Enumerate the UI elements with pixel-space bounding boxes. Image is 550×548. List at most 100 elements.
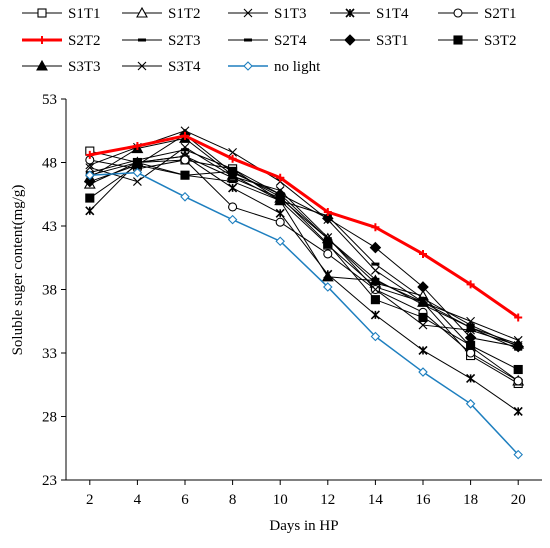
series-line <box>89 137 519 345</box>
legend-item: S1T1 <box>22 6 101 22</box>
series-s1t1 <box>85 146 523 389</box>
legend-item: S3T2 <box>438 33 517 49</box>
y-tick-label: 53 <box>42 92 57 108</box>
series-line <box>89 134 520 319</box>
data-point <box>228 172 237 181</box>
x-tick-label: 6 <box>181 492 189 508</box>
x-tick-label: 14 <box>368 492 384 508</box>
data-point <box>85 193 95 203</box>
x-tick-label: 4 <box>134 492 142 508</box>
data-point <box>132 160 142 170</box>
data-point <box>371 262 380 266</box>
legend-label: S1T2 <box>168 6 201 22</box>
data-point <box>181 148 189 152</box>
data-point <box>465 399 476 409</box>
legend-label: S1T3 <box>274 6 307 22</box>
y-tick-label: 38 <box>42 283 57 299</box>
data-point <box>228 147 237 157</box>
y-axis-label: Soluble suger content(mg/g) <box>10 185 26 356</box>
data-point <box>323 282 333 292</box>
legend-marker <box>243 8 253 18</box>
data-point <box>371 223 380 232</box>
legend-label: S3T4 <box>168 59 201 75</box>
data-point <box>418 345 428 356</box>
data-point <box>228 202 238 212</box>
data-point <box>417 296 429 307</box>
legend-label: S2T2 <box>68 33 101 49</box>
series-line <box>89 149 519 350</box>
data-point <box>228 180 237 184</box>
legend-item: S2T2 <box>22 33 101 49</box>
legend-item: S2T1 <box>438 6 517 22</box>
data-point <box>227 214 238 225</box>
legend-marker <box>243 61 253 71</box>
legend-label: S3T2 <box>484 33 517 49</box>
data-point <box>417 281 429 293</box>
data-point <box>513 376 523 386</box>
legend-item: no light <box>228 59 321 75</box>
series-s3t3 <box>83 132 525 349</box>
data-point <box>275 186 285 195</box>
data-point <box>181 131 189 140</box>
data-point <box>228 154 237 163</box>
series-s1t3 <box>85 126 523 345</box>
data-point <box>513 340 523 350</box>
series-line <box>89 130 519 341</box>
legend-marker <box>36 59 48 71</box>
data-point <box>466 280 475 289</box>
legend-item: S1T2 <box>122 6 201 22</box>
legend-item: S2T4 <box>228 33 307 49</box>
series-layer <box>83 126 525 460</box>
data-point <box>276 173 285 182</box>
data-point <box>371 266 380 275</box>
legend-marker <box>137 61 147 71</box>
data-point <box>418 367 428 377</box>
series-s3t4 <box>85 142 523 350</box>
data-point <box>370 310 380 320</box>
legend-label: no light <box>274 59 321 75</box>
legend-label: S3T3 <box>68 59 101 75</box>
data-point <box>180 170 190 180</box>
series-s1t2 <box>83 150 525 386</box>
data-point <box>323 208 332 217</box>
data-point <box>323 233 333 242</box>
legend-label: S2T1 <box>484 6 517 22</box>
legend-marker <box>244 38 252 42</box>
data-point <box>370 295 380 305</box>
series-line <box>89 164 519 370</box>
legend-label: S1T4 <box>376 6 409 22</box>
series-s2t1 <box>85 155 523 386</box>
series-line <box>89 146 519 346</box>
series-s2t2 <box>85 131 523 322</box>
legend-item: S2T3 <box>122 33 201 49</box>
data-point <box>371 285 380 294</box>
series-line <box>89 133 519 348</box>
data-point <box>466 373 476 383</box>
series-line <box>89 171 519 456</box>
legend-item: S3T4 <box>122 59 201 75</box>
data-point <box>514 313 523 322</box>
y-tick-label: 28 <box>42 410 57 426</box>
series-s3t1 <box>84 128 524 353</box>
data-point <box>85 170 95 180</box>
data-point <box>274 194 287 206</box>
data-point <box>466 348 476 358</box>
data-point <box>132 167 143 178</box>
data-point <box>419 249 427 258</box>
series-s1t4 <box>85 151 523 416</box>
legend-item: S3T1 <box>330 33 409 49</box>
data-point <box>275 208 285 218</box>
data-point <box>322 212 334 225</box>
data-point <box>133 177 142 186</box>
axes: 23 28 33 38 43 48 53 2 4 6 8 10 12 14 16 18 20 <box>42 92 542 508</box>
data-point <box>180 192 190 202</box>
data-point <box>85 150 94 159</box>
data-point <box>466 340 476 350</box>
legend-marker <box>453 35 463 45</box>
y-tick-label: 23 <box>42 473 57 489</box>
y-tick-label: 43 <box>42 219 57 235</box>
data-point <box>85 163 95 172</box>
series-no-light <box>85 167 523 460</box>
